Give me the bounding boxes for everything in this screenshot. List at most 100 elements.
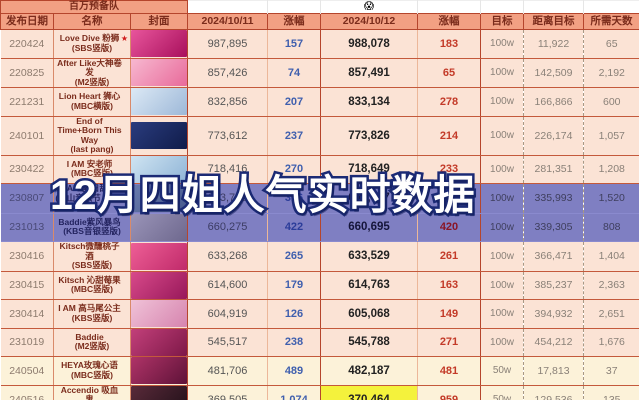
days-needed-cell: 2,651 <box>583 299 639 329</box>
table-row: 231013 Baddie紫风暴鸟★ ★(KBS音银竖版) 660,275 42… <box>0 213 639 242</box>
release-date-cell: 220825 <box>0 58 54 88</box>
fancam-name-cell: After Like大神卷发★ ★(M2竖版) <box>53 58 131 88</box>
delta-day2-cell: 278 <box>417 87 481 117</box>
fancam-version-text: (釜山音乐节 Spinel Cam) <box>55 192 129 212</box>
fancam-name-cell: I AM 高马尾公主★ ★(KBS竖版) <box>53 299 131 329</box>
delta-day2-cell: 149 <box>417 299 481 329</box>
delta-day2-cell: 261 <box>417 241 481 272</box>
cover-thumbnail <box>131 386 187 400</box>
distance-to-goal-cell: 366,471 <box>523 241 584 272</box>
col-header-date1: 2024/10/11 <box>187 13 268 30</box>
col-header-delta1: 涨幅 <box>267 13 321 30</box>
fancam-name-text: Kitsch微醺桃子酒 <box>59 241 120 261</box>
table-row: 230415 Kitsch 沁甜莓果★ ★(MBC竖版) 614,600 179… <box>0 271 639 300</box>
table-row: 220424 Love Dive 粉狮★ ★(SBS竖版) 987,895 15… <box>0 29 639 59</box>
fancam-version-text: (last pang) <box>70 144 114 154</box>
fancam-name-cell: Kitsch微醺桃子酒★ ★(SBS竖版) <box>53 241 131 272</box>
goal-cell: 50w <box>480 356 524 386</box>
cover-cell <box>130 58 188 88</box>
release-date-cell: 230414 <box>0 299 54 329</box>
table-row: 240101 End of Time+Born This Way★ ★(last… <box>0 116 639 156</box>
delta-day1-cell: 157 <box>267 29 321 59</box>
goal-cell: 100w <box>480 29 524 59</box>
count-day1-cell: 481,706 <box>187 356 268 386</box>
cover-thumbnail <box>131 300 187 328</box>
days-needed-cell: 2,192 <box>583 58 639 88</box>
fancam-name-text: I AM 安老师 <box>66 158 113 169</box>
days-needed-cell: 600 <box>583 87 639 117</box>
cover-cell <box>130 385 188 400</box>
release-date-cell: 240101 <box>0 116 54 156</box>
col-header-delta2: 涨幅 <box>417 13 481 30</box>
band-spacer <box>417 0 481 14</box>
cover-cell <box>130 328 188 357</box>
fancam-name-text: Accendio 吸血鬼 <box>60 385 119 400</box>
col-header-release-date: 发布日期 <box>0 13 54 30</box>
col-header-goal: 目标 <box>480 13 524 30</box>
cover-thumbnail <box>131 155 187 183</box>
delta-day1-cell: 238 <box>267 328 321 357</box>
cover-thumbnail <box>131 213 187 241</box>
distance-to-goal-cell: 166,866 <box>523 87 584 117</box>
days-needed-cell: 1,208 <box>583 155 639 184</box>
count-day1-cell: 987,895 <box>187 29 268 59</box>
fancam-name-cell: Lion Heart 狮心★ ★(MBC横版) <box>53 87 131 117</box>
fancam-name-cell: Accendio 吸血鬼★ ★(M2竖版) <box>53 385 131 400</box>
cover-thumbnail <box>131 271 187 299</box>
days-needed-cell: 1,676 <box>583 328 639 357</box>
cover-thumbnail <box>131 242 187 270</box>
days-needed-cell: 135 <box>583 385 639 400</box>
distance-to-goal-cell: 17,813 <box>523 356 584 386</box>
overlay-title: 12月四姐人气实时数据 <box>48 170 478 221</box>
distance-to-goal-cell: 129,536 <box>523 385 584 400</box>
fancam-name-cell: HEYA玫瑰心语★ ★(MBC竖版) <box>53 356 131 386</box>
fancam-name-text: HEYA玫瑰心语 <box>61 360 118 371</box>
distance-to-goal-cell: 385,237 <box>523 271 584 300</box>
cover-cell <box>130 299 188 329</box>
delta-day1-cell: 179 <box>267 271 321 300</box>
cover-cell <box>130 87 188 117</box>
release-date-cell: 221231 <box>0 87 54 117</box>
fancam-version-text: (KBS音银竖版) <box>63 226 121 237</box>
table-row: 220825 After Like大神卷发★ ★(M2竖版) 857,426 7… <box>0 58 639 88</box>
count-day2-cell: 482,187 <box>320 356 418 386</box>
days-needed-cell: 37 <box>583 356 639 386</box>
col-header-cover: 封面 <box>130 13 188 30</box>
goal-cell: 100w <box>480 328 524 357</box>
count-day2-cell: 773,826 <box>320 116 418 156</box>
count-day1-cell: 545,517 <box>187 328 268 357</box>
delta-day1-cell: 422 <box>267 213 321 242</box>
cover-cell <box>130 183 188 214</box>
col-header-name: 名称 <box>53 13 131 30</box>
fancam-name-text: Baddie <box>75 331 104 342</box>
fancam-name-text: Baddie紫风暴鸟 <box>58 216 121 227</box>
band-spacer <box>480 0 524 14</box>
distance-to-goal-cell: 339,305 <box>523 213 584 242</box>
table-row: 230807 I AM 夏日甜心★ ★(釜山音乐节 Spinel Cam) 66… <box>0 183 639 214</box>
distance-to-goal-cell: 454,212 <box>523 328 584 357</box>
cover-cell <box>130 213 188 242</box>
star-icon: ★ <box>120 34 128 44</box>
fancam-name-cell: Kitsch 沁甜莓果★ ★(MBC竖版) <box>53 271 131 300</box>
cover-cell <box>130 271 188 300</box>
days-needed-cell: 1,057 <box>583 116 639 156</box>
release-date-cell: 230415 <box>0 271 54 300</box>
goal-cell: 100w <box>480 116 524 156</box>
fancam-name-text: I AM 夏日甜心 <box>62 183 117 193</box>
fancam-name-text: I AM 高马尾公主 <box>58 303 121 314</box>
fancam-name-cell: Love Dive 粉狮★ ★(SBS竖版) <box>53 29 131 59</box>
fancam-name-text: Love Dive 粉狮 <box>59 33 120 44</box>
fancam-name-text: Kitsch 沁甜莓果 <box>58 274 121 285</box>
table-body: 220424 Love Dive 粉狮★ ★(SBS竖版) 987,895 15… <box>0 29 639 400</box>
fancam-version-text: (MBC竖版) <box>70 168 114 179</box>
delta-day1-cell: 207 <box>267 87 321 117</box>
delta-day2-cell: 959 <box>417 385 481 400</box>
fancam-version-text: (M2竖版) <box>74 341 110 352</box>
days-needed-cell: 65 <box>583 29 639 59</box>
distance-to-goal-cell: 142,509 <box>523 58 584 88</box>
release-date-cell: 231013 <box>0 213 54 242</box>
delta-day2-cell: 271 <box>417 328 481 357</box>
days-needed-cell: 2,363 <box>583 271 639 300</box>
fancam-name-text: Lion Heart 狮心 <box>58 91 121 102</box>
